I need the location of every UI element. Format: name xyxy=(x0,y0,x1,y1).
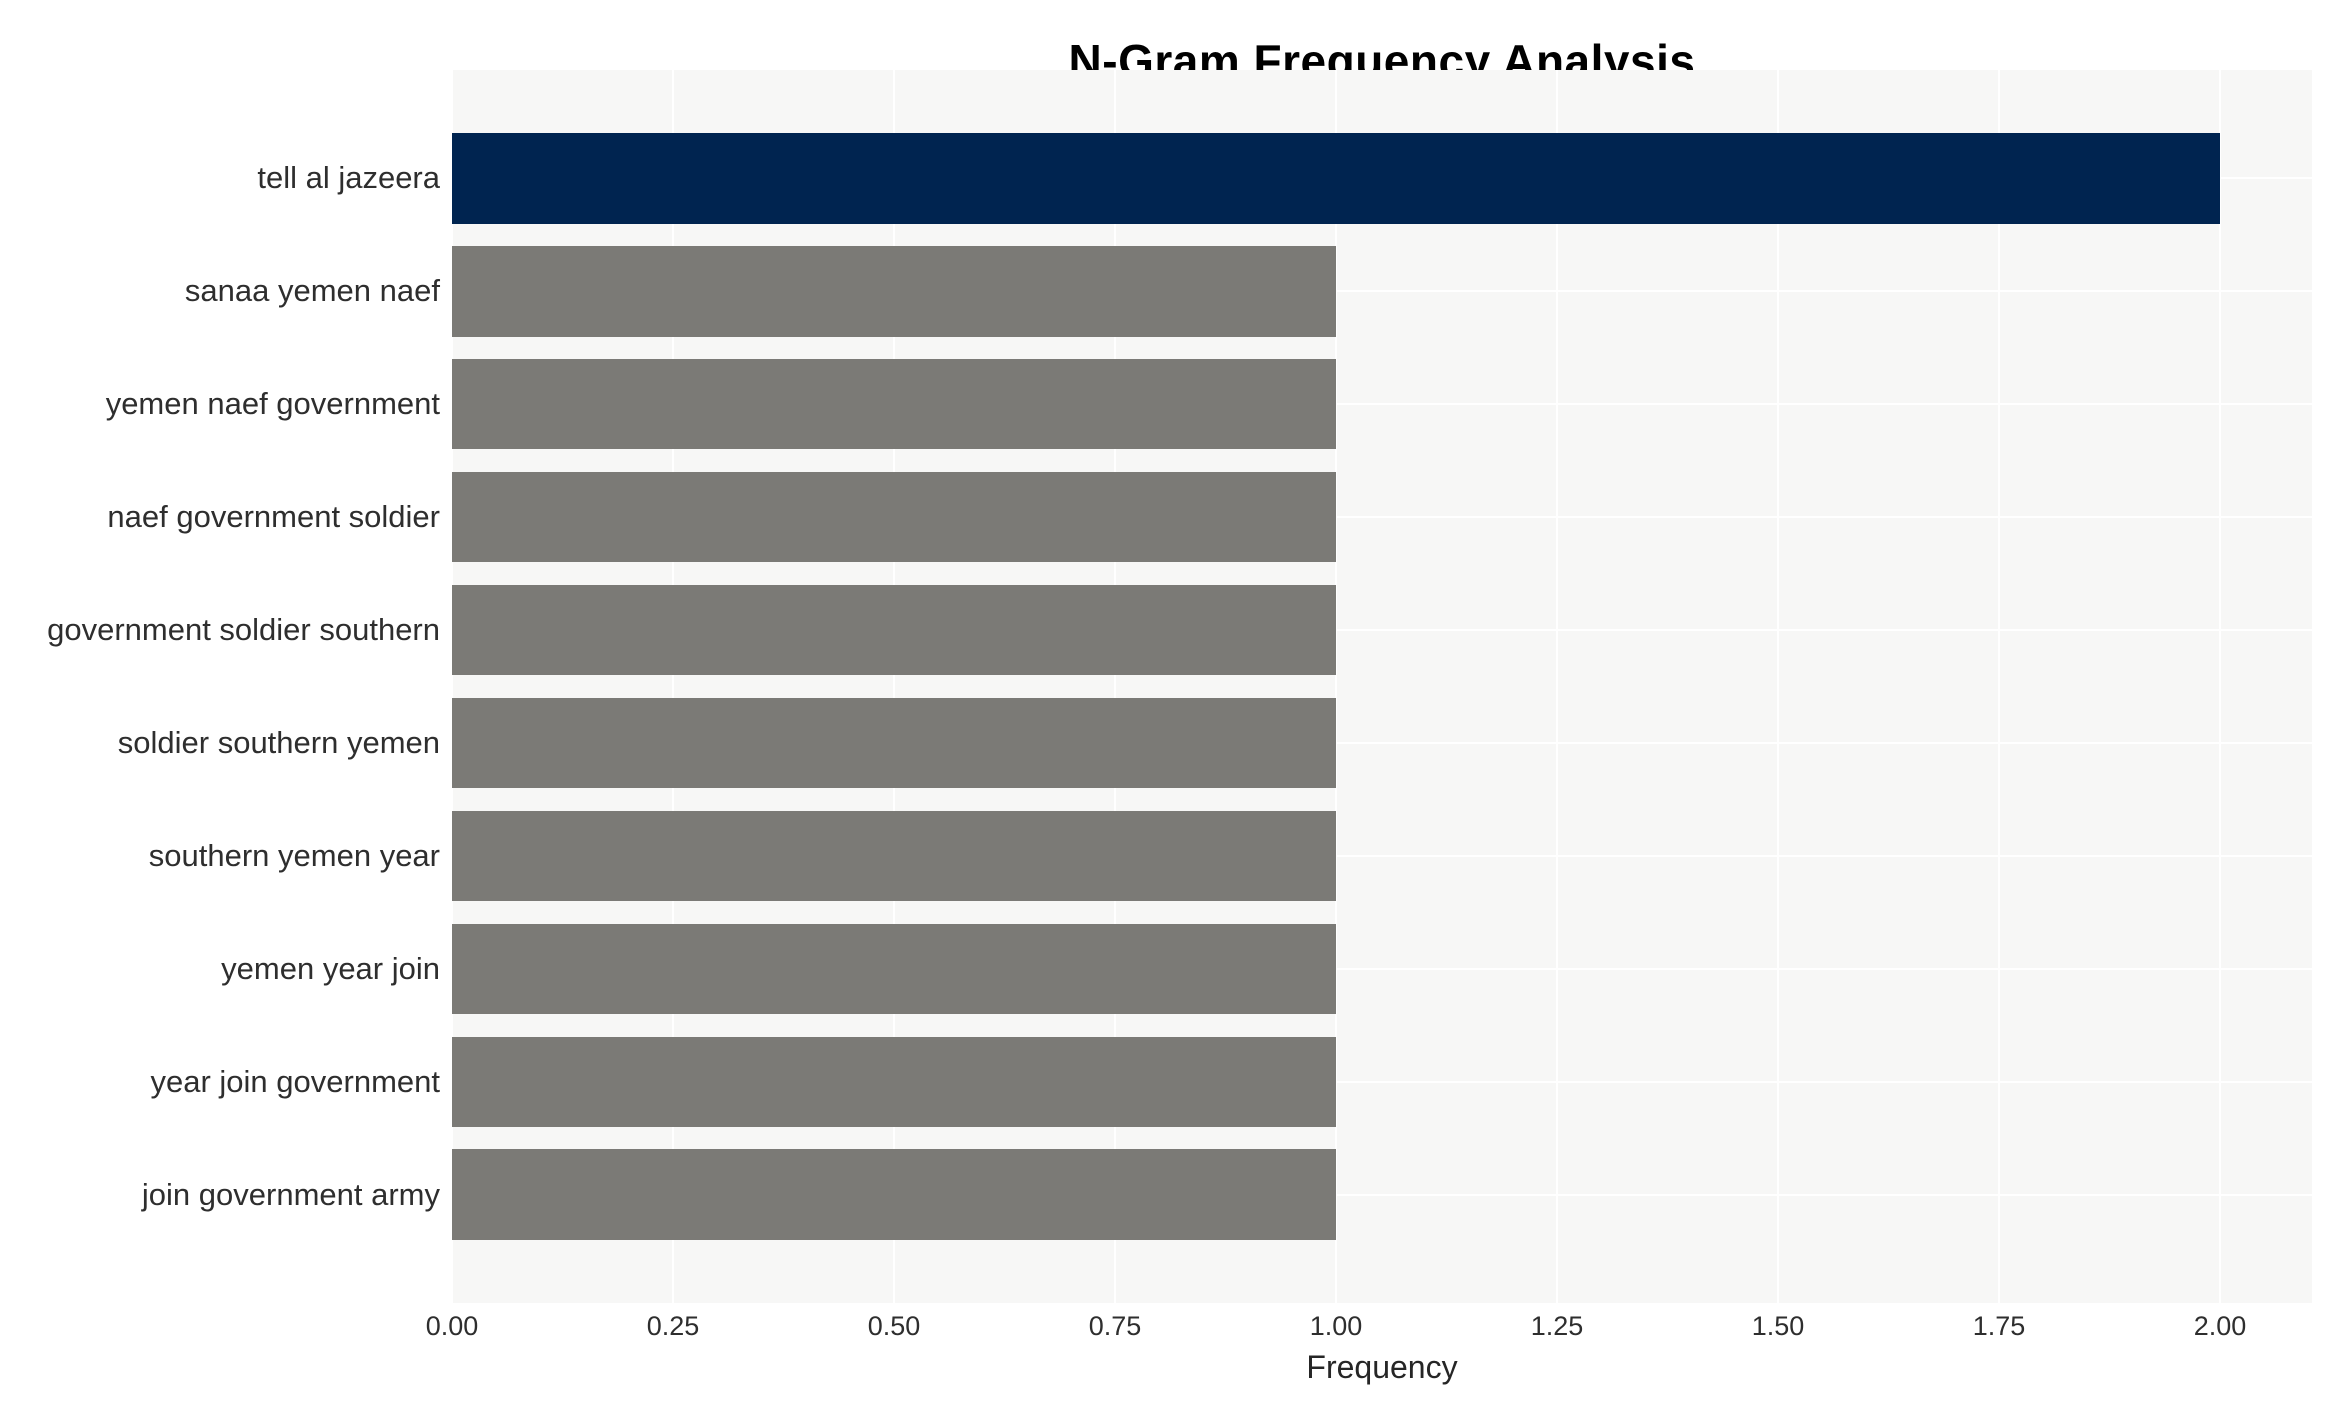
bar-track xyxy=(452,912,2312,1025)
horizontal-gridline xyxy=(452,1193,2312,1196)
y-tick-label: government soldier southern xyxy=(47,612,440,648)
frequency-bar xyxy=(452,1036,1337,1127)
bar-track xyxy=(452,122,2312,235)
frequency-bar xyxy=(452,923,1337,1014)
y-tick-label: naef government soldier xyxy=(107,499,440,535)
y-tick-label: sanaa yemen naef xyxy=(184,273,440,309)
chart-row: soldier southern yemen xyxy=(0,687,2312,800)
chart-row: sanaa yemen naef xyxy=(0,235,2312,348)
y-tick-label: tell al jazeera xyxy=(257,160,440,196)
y-tick-label: southern yemen year xyxy=(148,837,440,873)
bar-track xyxy=(452,574,2312,687)
x-tick-label: 1.25 xyxy=(1530,1311,1584,1341)
bar-track xyxy=(452,1025,2312,1138)
y-tick-label: soldier southern yemen xyxy=(117,724,440,760)
horizontal-gridline xyxy=(452,403,2312,406)
x-axis-ticks: 0.00 0.25 0.50 0.75 1.00 1.25 1.50 1.75 2.00 xyxy=(426,1311,2312,1347)
chart-row: tell al jazeera xyxy=(0,122,2312,235)
frequency-bar xyxy=(452,697,1337,789)
frequency-bar xyxy=(452,359,1337,450)
chart-row: yemen year join xyxy=(0,912,2312,1025)
y-tick-label: year join government xyxy=(150,1063,441,1099)
vertical-gridline xyxy=(1114,70,1117,1303)
chart-row: naef government soldier xyxy=(0,461,2312,574)
horizontal-gridline xyxy=(452,967,2312,970)
bar-track xyxy=(452,799,2312,912)
vertical-gridline xyxy=(2219,70,2222,1303)
frequency-bar xyxy=(452,246,1337,337)
bar-track xyxy=(452,461,2312,574)
x-tick-label: 0.25 xyxy=(646,1311,700,1341)
x-axis-label: Frequency xyxy=(1306,1349,1458,1385)
vertical-gridline xyxy=(452,70,453,1303)
vertical-gridline xyxy=(1335,70,1338,1303)
x-tick-label: 0.50 xyxy=(867,1311,921,1341)
x-tick-label: 0.75 xyxy=(1088,1311,1142,1341)
horizontal-gridline xyxy=(452,629,2312,632)
bar-track xyxy=(452,348,2312,461)
y-tick-label: yemen year join xyxy=(221,950,440,986)
y-tick-label: yemen naef government xyxy=(105,386,440,422)
horizontal-gridline xyxy=(452,516,2312,519)
chart-row: join government army xyxy=(0,1138,2312,1251)
chart-row: year join government xyxy=(0,1025,2312,1138)
vertical-gridline xyxy=(1777,70,1780,1303)
bar-track xyxy=(452,235,2312,348)
frequency-bar xyxy=(452,472,1337,563)
bar-rows: tell al jazeera sanaa yemen naef yemen nae… xyxy=(0,70,2312,1303)
horizontal-gridline xyxy=(452,1080,2312,1083)
frequency-bar xyxy=(452,584,1337,676)
y-tick-label: join government army xyxy=(141,1176,440,1212)
x-tick-label: 1.00 xyxy=(1309,1311,1363,1341)
chart-row: southern yemen year xyxy=(0,799,2312,912)
vertical-gridline xyxy=(672,70,674,1303)
frequency-bar xyxy=(452,810,1337,902)
x-tick-label: 0.00 xyxy=(425,1311,479,1341)
horizontal-gridline xyxy=(452,854,2312,857)
horizontal-gridline xyxy=(452,290,2312,293)
x-tick-label: 2.00 xyxy=(2193,1311,2247,1341)
vertical-gridline xyxy=(893,70,895,1303)
frequency-bar xyxy=(452,133,2221,224)
chart-row: yemen naef government xyxy=(0,348,2312,461)
chart-row: government soldier southern xyxy=(0,574,2312,687)
horizontal-gridline xyxy=(452,741,2312,744)
x-tick-label: 1.75 xyxy=(1972,1311,2026,1341)
bar-track xyxy=(452,1138,2312,1251)
x-tick-label: 1.50 xyxy=(1751,1311,1805,1341)
bar-track xyxy=(452,687,2312,800)
vertical-gridline xyxy=(1556,70,1559,1303)
frequency-bar xyxy=(452,1149,1337,1240)
vertical-gridline xyxy=(1998,70,2001,1303)
